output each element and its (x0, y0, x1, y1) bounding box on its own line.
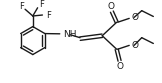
Text: F: F (40, 0, 44, 9)
Text: F: F (46, 11, 51, 20)
Text: O: O (116, 62, 123, 71)
Text: F: F (19, 2, 24, 11)
Text: NH: NH (63, 30, 76, 39)
Text: O: O (131, 41, 138, 50)
Text: O: O (131, 13, 138, 22)
Text: O: O (107, 2, 114, 11)
